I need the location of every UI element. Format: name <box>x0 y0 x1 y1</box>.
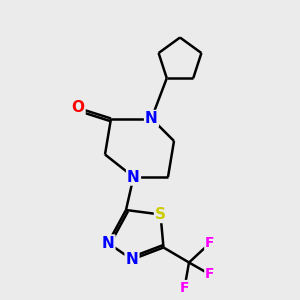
Text: F: F <box>205 268 215 281</box>
Text: N: N <box>145 111 158 126</box>
Text: O: O <box>71 100 85 116</box>
Text: S: S <box>155 207 166 222</box>
Text: N: N <box>102 236 114 250</box>
Text: N: N <box>126 252 138 267</box>
Text: F: F <box>180 281 189 295</box>
Text: F: F <box>205 236 215 250</box>
Text: N: N <box>127 169 140 184</box>
